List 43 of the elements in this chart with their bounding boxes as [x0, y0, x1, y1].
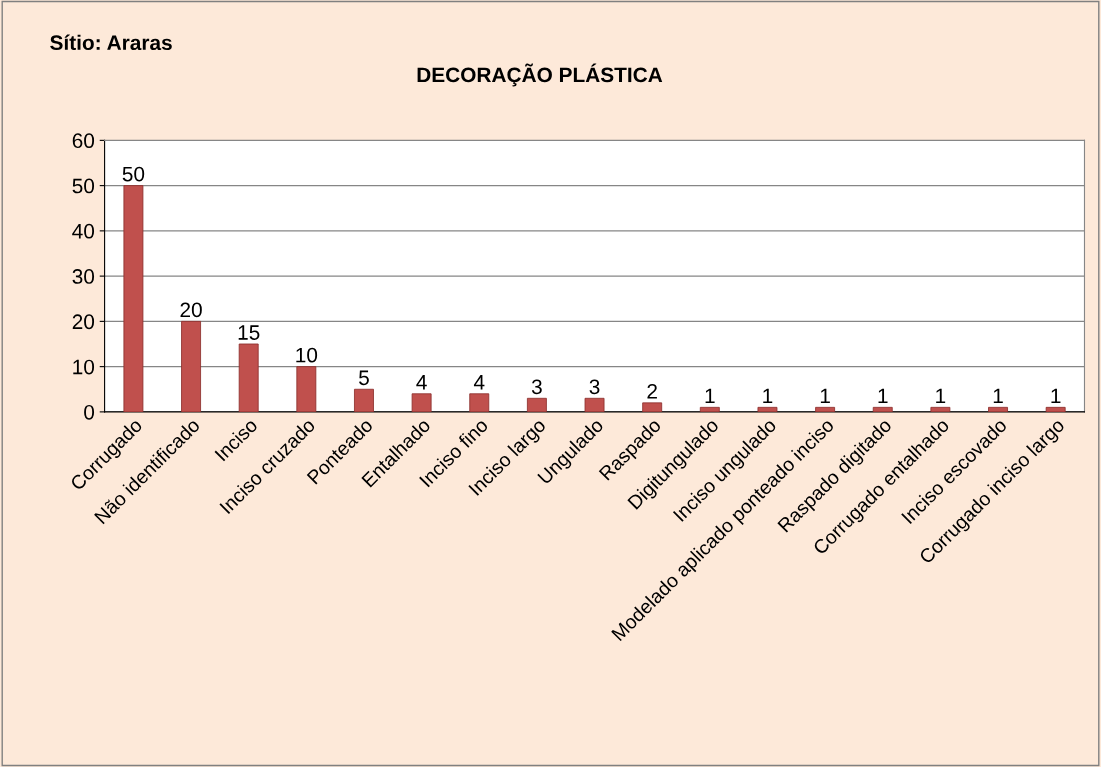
data-label: 2	[647, 383, 657, 399]
bar	[354, 388, 374, 412]
y-tick-label: 20	[72, 314, 95, 330]
data-label: 1	[763, 388, 773, 404]
bar	[930, 406, 951, 412]
bar	[296, 366, 317, 412]
data-label: 3	[531, 379, 542, 395]
chart-subtitle: Sítio: Araras	[50, 34, 172, 51]
data-label: 1	[878, 388, 888, 404]
bar	[642, 402, 663, 412]
data-label: 4	[416, 375, 427, 390]
data-label: 1	[705, 388, 715, 404]
bar	[238, 343, 259, 412]
bar	[123, 185, 144, 412]
data-label: 1	[936, 388, 946, 404]
bar	[526, 397, 547, 412]
data-label: 1	[993, 388, 1003, 404]
y-tick-label: 50	[72, 178, 95, 194]
data-label: 1	[820, 388, 830, 404]
y-tick-label: 30	[72, 269, 95, 284]
data-label: 10	[296, 347, 318, 363]
bar	[469, 393, 490, 412]
bar	[181, 320, 201, 412]
y-tick-label: 0	[84, 404, 95, 420]
y-tick-label: 40	[72, 223, 95, 239]
data-label: 1	[1051, 388, 1061, 404]
data-label: 3	[589, 379, 600, 395]
data-label: 4	[473, 375, 485, 390]
bar	[411, 393, 432, 412]
data-label: 50	[122, 166, 145, 182]
bar	[815, 406, 836, 412]
y-tick-label: 10	[73, 359, 95, 375]
bar	[988, 406, 1008, 412]
bar	[699, 406, 720, 412]
data-label: 15	[238, 325, 260, 340]
bar	[1045, 406, 1066, 412]
chart-title: DECORAÇÃO PLÁSTICA	[417, 63, 663, 87]
bar	[584, 397, 605, 412]
data-label: 20	[180, 302, 202, 318]
data-label: 5	[359, 370, 369, 386]
bar	[872, 406, 893, 412]
y-tick-label: 60	[72, 133, 95, 149]
bar	[757, 406, 778, 412]
